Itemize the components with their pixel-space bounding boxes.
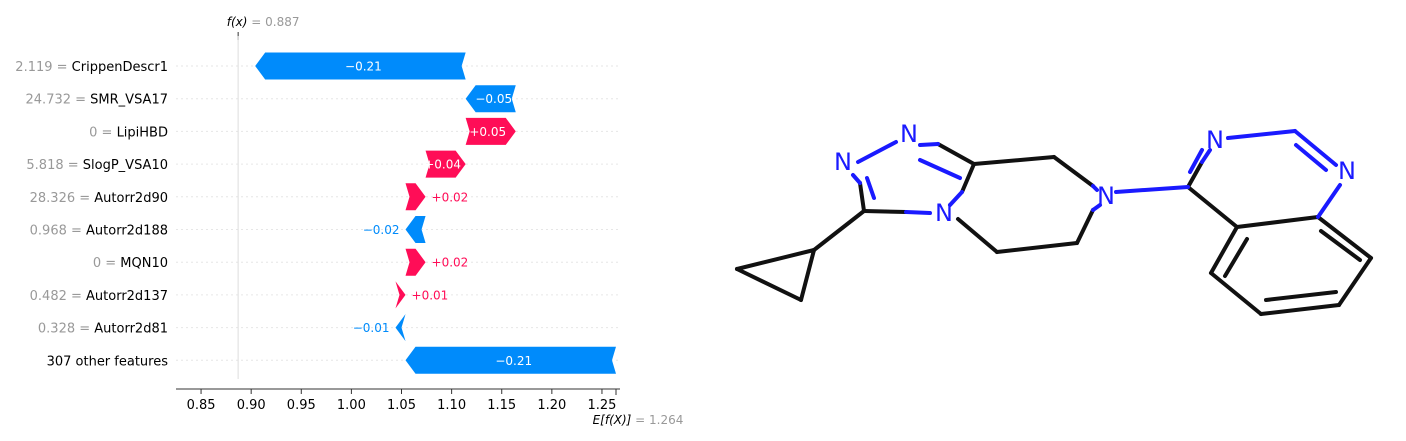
feature-label: 0.328 = Autorr2d81: [38, 322, 168, 337]
base-eq: =: [631, 413, 649, 427]
bar-value-label: −0.05: [475, 92, 512, 106]
waterfall-bar: [425, 150, 466, 178]
x-tick-label: 0.95: [287, 398, 316, 413]
carbon-bonds: [735, 155, 1373, 316]
feature-value: 0.328 =: [38, 322, 94, 337]
feature-label: 0 = LipiHBD: [89, 125, 168, 140]
bar-value-label: −0.02: [363, 223, 400, 237]
feature-label: 0.968 = Autorr2d188: [30, 224, 168, 239]
waterfall-bar: [395, 314, 406, 342]
feature-label: 307 other features: [47, 354, 169, 369]
feature-label: 24.732 = SMR_VSA17: [26, 93, 168, 108]
x-tick-label: 0.90: [237, 398, 266, 413]
feature-name: Autorr2d81: [94, 322, 168, 337]
x-tick-label: 1.10: [437, 398, 466, 413]
feature-name: SlogP_VSA10: [83, 158, 168, 173]
waterfall-bar: [405, 216, 426, 243]
feature-labels: 2.119 = CrippenDescr1 24.732 = SMR_VSA17 0…: [15, 60, 168, 369]
bar-value-label: +0.05: [469, 125, 506, 139]
feature-name: Autorr2d90: [94, 191, 168, 206]
x-tick-label: 0.85: [187, 398, 216, 413]
atom-n6: N: [1338, 157, 1356, 185]
fx-annotation: f(x) = 0.887: [227, 15, 300, 29]
x-axis: 0.85 0.90 0.95 1.00 1.05 1.10 1.15 1.20 1.25: [176, 388, 620, 413]
waterfall-bars: −0.21 −0.05 +0.05 +0.04 +0.02 −0.02 +0.02 +0.01…: [255, 52, 616, 374]
feature-label: 0 = MQN10: [93, 256, 168, 271]
x-tick-label: 1.20: [537, 398, 566, 413]
fx-eq: =: [247, 15, 265, 29]
feature-name: SMR_VSA17: [90, 93, 168, 108]
base-value-annotation: E[f(X)] = 1.264: [593, 413, 684, 427]
feature-name: CrippenDescr1: [72, 60, 168, 75]
nitrogen-atoms: N N N N N N: [834, 120, 1356, 227]
waterfall-bar: [405, 248, 426, 276]
atom-n3: N: [935, 199, 953, 227]
bar-value-label: +0.01: [412, 288, 449, 302]
feature-value: 5.818 =: [26, 158, 82, 173]
bar-value-label: +0.02: [432, 256, 469, 270]
atom-n2: N: [900, 120, 918, 148]
x-tick-label: 1.00: [337, 398, 366, 413]
bar-value-label: +0.04: [424, 158, 461, 172]
hetero-bonds-nitrogen-side: [851, 129, 1342, 219]
x-tick-label: 1.25: [587, 398, 616, 413]
atom-n1: N: [834, 148, 852, 176]
feature-name: LipiHBD: [117, 125, 168, 140]
bar-value-label: −0.01: [353, 321, 390, 335]
waterfall-bar: [405, 183, 426, 211]
feature-label: 28.326 = Autorr2d90: [30, 191, 168, 206]
shap-waterfall-chart: f(x) = 0.887 −0.21−0.05+0.05+0.04+0.02−0…: [15, 15, 684, 427]
feature-value: 2.119 =: [15, 60, 71, 75]
hetero-bonds-carbon-side: [858, 142, 1204, 245]
waterfall-bar: [465, 117, 516, 145]
feature-name: Autorr2d188: [86, 224, 168, 239]
feature-value: 24.732 =: [26, 93, 91, 108]
feature-value: 0 =: [93, 256, 120, 271]
waterfall-bar: [405, 346, 616, 374]
fx-label: f(x): [227, 15, 248, 29]
svg-text:E[f(X)] = 1.264: E[f(X)] = 1.264: [593, 413, 684, 427]
feature-value: 28.326 =: [30, 191, 95, 206]
atom-n5: N: [1206, 126, 1224, 154]
atom-n4: N: [1097, 182, 1115, 210]
x-tick-label: 1.05: [387, 398, 416, 413]
feature-label: 2.119 = CrippenDescr1: [15, 60, 168, 75]
feature-value: 0.482 =: [30, 289, 86, 304]
bar-value-label: −0.21: [345, 60, 382, 74]
bar-value-label: −0.21: [495, 354, 532, 368]
base-value: 1.264: [649, 413, 683, 427]
molecule-structure: N N N N N N: [735, 120, 1373, 316]
waterfall-bar: [255, 52, 466, 80]
feature-name: 307 other features: [47, 354, 169, 369]
feature-label: 5.818 = SlogP_VSA10: [26, 158, 168, 173]
feature-name: MQN10: [120, 256, 168, 271]
base-label: E[f(X)]: [593, 413, 632, 427]
x-tick-label: 1.15: [487, 398, 516, 413]
feature-label: 0.482 = Autorr2d137: [30, 289, 168, 304]
fx-value: 0.887: [265, 15, 299, 29]
svg-text:f(x) = 0.887: f(x) = 0.887: [227, 15, 300, 29]
row-gridlines: [176, 32, 620, 361]
feature-name: Autorr2d137: [86, 289, 168, 304]
bar-value-label: +0.02: [432, 190, 469, 204]
feature-value: 0 =: [89, 125, 116, 140]
waterfall-bar: [395, 281, 406, 309]
waterfall-bar: [465, 85, 516, 113]
feature-value: 0.968 =: [30, 224, 86, 239]
